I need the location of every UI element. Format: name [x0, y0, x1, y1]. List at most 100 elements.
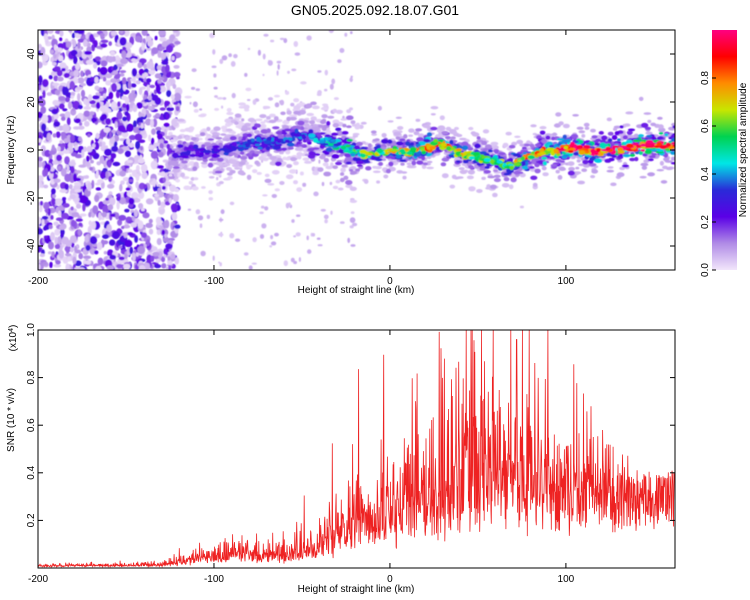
- spectrogram-ridge-blob: [555, 169, 560, 174]
- spectrogram-noise-blob: [192, 101, 198, 108]
- spectrogram-ridge-blob: [331, 132, 339, 136]
- spectrogram-noise-blob: [65, 239, 72, 247]
- spectrogram-noise-blob: [80, 70, 84, 78]
- spectrogram-noise-blob: [100, 216, 105, 221]
- spectrogram-ridge-blob: [598, 131, 604, 135]
- spectrogram-noise-blob: [113, 64, 118, 71]
- spectrogram-noise-blob: [241, 118, 245, 122]
- spectrogram-noise-blob: [58, 96, 66, 101]
- spectrogram-ridge-blob: [531, 158, 540, 161]
- spectrogram-noise-blob: [187, 208, 192, 211]
- spectrogram-noise-blob: [121, 95, 128, 101]
- spectrogram-noise-blob: [73, 55, 78, 65]
- spectrogram-ridge-blob: [372, 170, 381, 174]
- spectrogram-noise-blob: [57, 76, 64, 82]
- spectrogram-ridge-blob: [657, 116, 663, 120]
- spectrogram-noise-blob: [62, 108, 68, 112]
- spectrogram-ridge-blob: [441, 157, 450, 162]
- spectrogram-ridge-blob: [416, 160, 424, 165]
- spectrogram-noise-blob: [43, 184, 49, 189]
- spectrogram-noise-blob: [91, 143, 96, 149]
- spectrogram-ridge-blob: [455, 151, 461, 156]
- spectrogram-noise-blob: [100, 181, 105, 189]
- spectrogram-ridge-blob: [575, 166, 580, 170]
- spectrogram-noise-blob: [129, 246, 134, 254]
- spectrogram-noise-blob: [276, 70, 279, 76]
- spectrogram-noise-blob: [42, 79, 49, 88]
- spectrogram-noise-blob: [75, 53, 82, 58]
- spectrogram-noise-blob: [191, 68, 197, 73]
- spectrogram-noise-blob: [296, 214, 301, 217]
- spectrogram-noise-blob: [262, 73, 265, 77]
- spectrogram-ridge-blob: [345, 161, 352, 165]
- spectrogram-noise-blob: [158, 30, 166, 37]
- spectrogram-noise-blob: [51, 82, 60, 87]
- snr-y-tick-label: 0.8: [26, 370, 37, 384]
- spectrogram-ridge-blob: [604, 158, 612, 163]
- spectrogram-ridge-blob: [175, 178, 181, 183]
- spectrogram-noise-blob: [80, 89, 86, 98]
- spectrogram-ridge-blob: [534, 162, 540, 168]
- spectrogram-ridge-blob: [640, 143, 647, 147]
- spectrogram-noise-blob: [152, 178, 156, 188]
- spectrogram-noise-blob: [331, 78, 336, 85]
- spectrogram-noise-blob: [164, 100, 171, 107]
- spectrogram-ridge-blob: [254, 150, 262, 155]
- spectrogram-noise-blob: [98, 212, 102, 221]
- spectrogram-noise-blob: [99, 66, 108, 76]
- spectrogram-x-tick-label: -100: [204, 276, 224, 287]
- spectrogram-noise-blob: [117, 147, 124, 155]
- spectrogram-noise-blob: [122, 116, 127, 122]
- spectrogram-noise-blob: [38, 161, 44, 168]
- spectrogram-ridge-blob: [181, 155, 189, 159]
- spectrogram-ridge-blob: [273, 145, 282, 150]
- spectrogram-noise-blob: [110, 78, 117, 83]
- spectrogram-ridge-blob: [578, 150, 586, 155]
- spectrogram-noise-blob: [197, 215, 204, 221]
- spectrogram-noise-blob: [119, 197, 126, 205]
- spectrogram-noise-blob: [165, 126, 169, 130]
- spectrogram-noise-blob: [75, 62, 80, 71]
- spectrogram-noise-blob: [124, 239, 133, 248]
- spectrogram-ridge-blob: [399, 148, 406, 154]
- spectrogram-ridge-blob: [551, 136, 556, 141]
- spectrogram-noise-blob: [138, 77, 142, 81]
- spectrogram-noise-blob: [283, 260, 288, 267]
- spectrogram-noise-blob: [64, 253, 72, 257]
- spectrogram-noise-blob: [156, 238, 162, 246]
- spectrogram-noise-blob: [350, 31, 353, 35]
- spectrogram-ridge-blob: [350, 166, 357, 170]
- spectrogram-ridge-blob: [647, 119, 652, 124]
- spectrogram-ridge-blob: [666, 142, 671, 147]
- spectrogram-noise-blob: [161, 256, 166, 263]
- spectrogram-ridge-blob: [310, 116, 317, 121]
- spectrogram-ridge-blob: [503, 177, 510, 182]
- spectrogram-noise-blob: [164, 219, 170, 229]
- spectrogram-noise-blob: [70, 206, 74, 211]
- spectrogram-noise-blob: [157, 199, 161, 206]
- spectrogram-ridge-blob: [449, 184, 456, 189]
- spectrogram-noise-blob: [117, 125, 126, 132]
- spectrogram-ridge-blob: [658, 136, 664, 140]
- spectrogram-ridge-blob: [294, 128, 299, 134]
- spectrogram-ridge-blob: [177, 144, 184, 149]
- spectrogram-ridge-blob: [274, 94, 280, 98]
- spectrogram-ridge-blob: [169, 139, 178, 143]
- spectrogram-noise-blob: [118, 256, 125, 261]
- spectrogram-ridge-blob: [471, 132, 480, 137]
- spectrogram-ridge-blob: [336, 159, 343, 163]
- spectrogram-noise-blob: [116, 111, 123, 121]
- spectrogram-ridge-blob: [241, 159, 248, 163]
- spectrogram-ridge-blob: [664, 133, 669, 137]
- spectrogram-noise-blob: [59, 188, 68, 193]
- spectrogram-noise-blob: [307, 249, 312, 254]
- spectrogram-noise-blob: [347, 237, 351, 243]
- spectrogram-noise-blob: [306, 35, 312, 41]
- spectrogram-noise-blob: [69, 80, 75, 90]
- spectrogram-noise-blob: [152, 251, 160, 257]
- spectrogram-noise-blob: [79, 122, 83, 126]
- spectrogram-ridge-blob: [177, 135, 183, 140]
- spectrogram-noise-blob: [75, 86, 84, 90]
- spectrogram-noise-blob: [199, 223, 203, 228]
- spectrogram-noise-blob: [349, 217, 356, 224]
